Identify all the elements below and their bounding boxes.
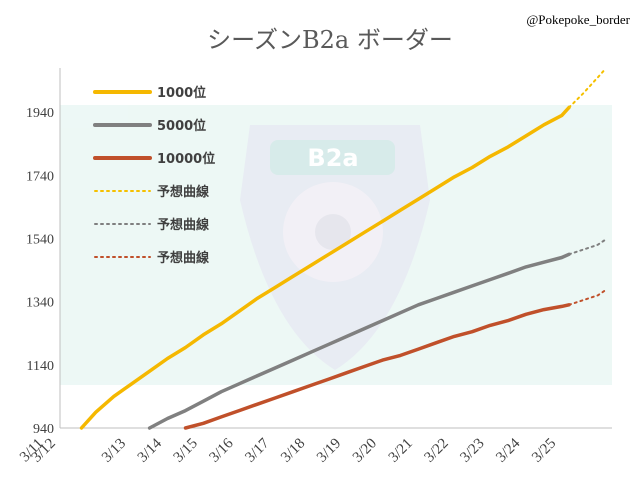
y-tick-label: 1940 xyxy=(26,106,54,121)
forecast-line xyxy=(568,289,606,306)
series-lines xyxy=(79,68,606,430)
x-ticks: 3/113/12 3/13 3/14 3/15 3/16 3/17 3/18 3/19 3/20… xyxy=(17,435,559,466)
x-tick-label: 3/23 xyxy=(457,436,487,466)
x-tick-label: 3/19 xyxy=(314,436,344,466)
legend-label: 予想曲線 xyxy=(157,184,210,200)
y-tick-label: 1340 xyxy=(26,296,54,311)
chart-title: シーズンB2a ボーダー xyxy=(207,26,453,54)
x-tick-label: 3/16 xyxy=(206,435,237,466)
legend-label: 1000位 xyxy=(157,85,206,101)
series-line xyxy=(147,252,571,430)
y-ticks: 940 1140 1340 1540 1740 1940 xyxy=(26,106,54,437)
svg-text:B2a: B2a xyxy=(307,144,358,172)
author-handle: @Pokepoke_border xyxy=(526,12,630,27)
x-tick-label: 3/22 xyxy=(422,436,452,466)
series-line xyxy=(79,105,571,430)
y-tick-label: 1740 xyxy=(26,169,54,184)
x-tick-label: 3/13 xyxy=(99,436,129,466)
x-tick-label: 3/15 xyxy=(171,436,201,466)
y-tick-label: 1540 xyxy=(26,233,54,248)
x-tick-label: 3/17 xyxy=(242,435,273,466)
x-tick-label: 3/21 xyxy=(386,436,416,466)
legend-label: 10000位 xyxy=(157,151,215,167)
legend-label: 予想曲線 xyxy=(157,250,210,266)
legend-label: 5000位 xyxy=(157,118,206,134)
forecast-line xyxy=(568,239,606,256)
legend-label: 予想曲線 xyxy=(157,217,210,233)
x-tick-label: 3/18 xyxy=(278,436,308,466)
x-tick-label: 3/25 xyxy=(529,436,559,466)
series-line xyxy=(183,303,571,430)
forecast-line xyxy=(568,68,606,109)
x-tick-label: 3/14 xyxy=(135,435,166,466)
y-tick-label: 1140 xyxy=(27,359,54,374)
x-tick-label: 3/20 xyxy=(350,436,380,466)
x-tick-label: 3/24 xyxy=(493,435,524,466)
y-tick-label: 940 xyxy=(33,422,54,437)
